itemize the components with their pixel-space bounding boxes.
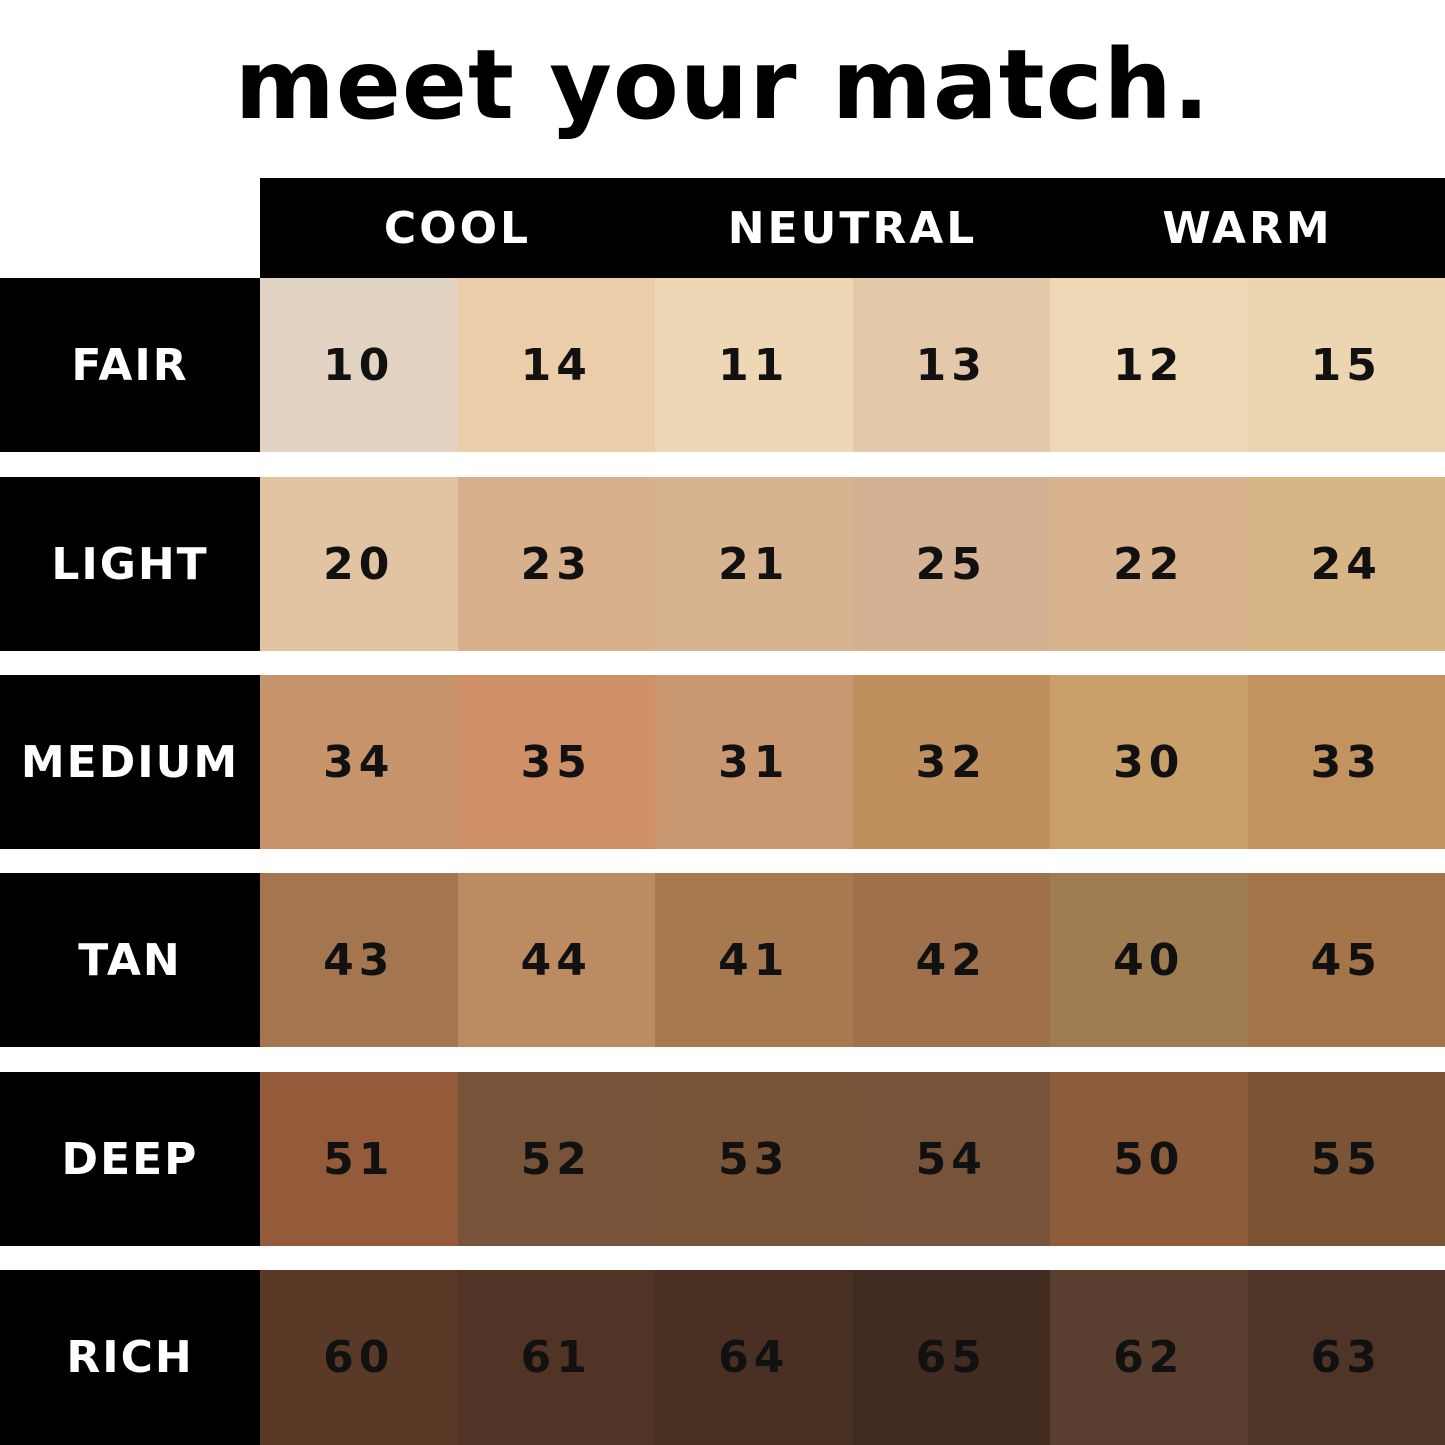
shade-row-light: LIGHT 20 23 21 25 22 24	[0, 477, 1445, 651]
shade-row-fair: FAIR 10 14 11 13 12 15	[0, 278, 1445, 452]
shade-swatch: 21	[655, 477, 853, 651]
column-header-neutral: NEUTRAL	[727, 202, 978, 254]
shade-swatch: 62	[1050, 1270, 1248, 1445]
shade-swatch: 53	[655, 1072, 853, 1246]
page-title: meet your match.	[234, 29, 1211, 141]
column-header-warm: WARM	[1162, 202, 1333, 254]
row-label: MEDIUM	[0, 675, 260, 849]
shade-swatch: 42	[852, 873, 1050, 1047]
shade-swatch: 60	[260, 1270, 458, 1445]
shade-swatch: 40	[1050, 873, 1248, 1047]
shade-row-rich: RICH 60 61 64 65 62 63	[0, 1270, 1445, 1445]
shade-swatch: 11	[655, 278, 853, 452]
shade-swatch: 32	[852, 675, 1050, 849]
shade-swatch: 25	[852, 477, 1050, 651]
shade-swatch: 30	[1050, 675, 1248, 849]
shade-swatch: 33	[1247, 675, 1445, 849]
shade-row-medium: MEDIUM 34 35 31 32 30 33	[0, 675, 1445, 849]
shade-row-deep: DEEP 51 52 53 54 50 55	[0, 1072, 1445, 1246]
shade-swatch: 23	[457, 477, 655, 651]
shade-swatch: 12	[1050, 278, 1248, 452]
row-label: LIGHT	[0, 477, 260, 651]
shade-swatch: 41	[655, 873, 853, 1047]
row-label: TAN	[0, 873, 260, 1047]
shade-swatch: 61	[457, 1270, 655, 1445]
shade-swatch: 55	[1247, 1072, 1445, 1246]
shade-swatch: 50	[1050, 1072, 1248, 1246]
shade-swatch: 13	[852, 278, 1050, 452]
shade-swatch: 22	[1050, 477, 1248, 651]
shade-swatch: 44	[457, 873, 655, 1047]
undertone-header: COOL NEUTRAL WARM	[260, 178, 1445, 278]
shade-swatch: 14	[457, 278, 655, 452]
row-label: FAIR	[0, 278, 260, 452]
shade-swatch: 35	[457, 675, 655, 849]
row-label: DEEP	[0, 1072, 260, 1246]
shade-swatch: 10	[260, 278, 458, 452]
shade-swatch: 34	[260, 675, 458, 849]
shade-swatch: 43	[260, 873, 458, 1047]
column-header-cool: COOL	[383, 202, 532, 254]
shade-swatch: 20	[260, 477, 458, 651]
shade-swatch: 24	[1247, 477, 1445, 651]
shade-swatch: 54	[852, 1072, 1050, 1246]
shade-swatch: 52	[457, 1072, 655, 1246]
shade-swatch: 45	[1247, 873, 1445, 1047]
shade-swatch: 65	[852, 1270, 1050, 1445]
shade-swatch: 63	[1247, 1270, 1445, 1445]
shade-row-tan: TAN 43 44 41 42 40 45	[0, 873, 1445, 1047]
row-label: RICH	[0, 1270, 260, 1445]
shade-swatch: 31	[655, 675, 853, 849]
shade-swatch: 51	[260, 1072, 458, 1246]
shade-swatch: 15	[1247, 278, 1445, 452]
shade-swatch: 64	[655, 1270, 853, 1445]
